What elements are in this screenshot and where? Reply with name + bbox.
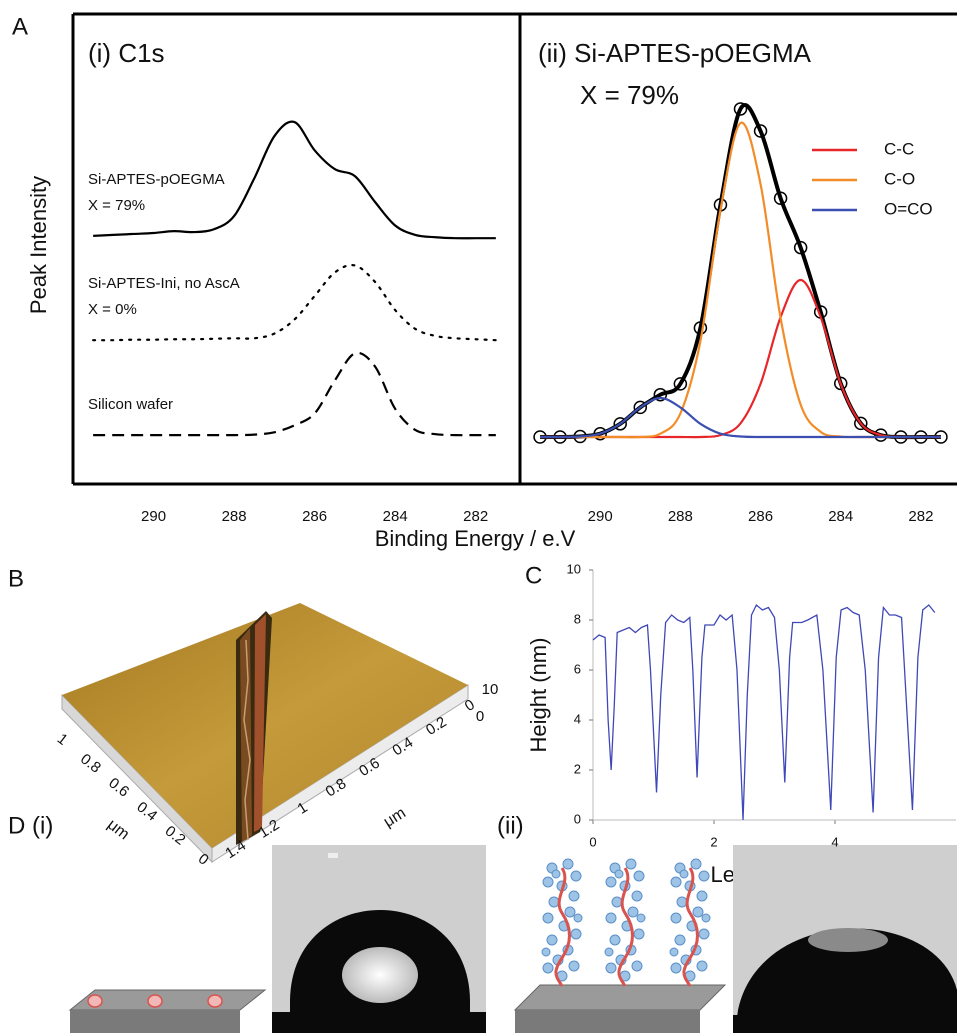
legend-label: C-O	[884, 169, 915, 188]
x-tick-label: 286	[302, 508, 327, 525]
legend-label: C-C	[884, 139, 914, 158]
y-tick-label: 0	[574, 811, 581, 826]
y-tick-label: 6	[574, 661, 581, 676]
panel-label: A	[12, 13, 28, 40]
x-tick-label: 290	[588, 508, 613, 525]
data-line	[540, 103, 941, 440]
x-tick-label: 2	[710, 834, 717, 849]
legend-label: O=CO	[884, 199, 933, 218]
x-tick-label: 4	[831, 834, 838, 849]
data-point	[613, 417, 627, 431]
chart-title: (i) C1s	[88, 38, 165, 68]
chart-title: (ii) Si-APTES-pOEGMA	[538, 38, 812, 68]
data-line	[540, 121, 941, 439]
substrate-initiator	[68, 989, 267, 1033]
droplet-photo	[733, 845, 957, 1033]
y-axis-label: Height (nm)	[526, 638, 551, 753]
y-tick-label: 10	[567, 561, 581, 576]
series-annotation: X = 0%	[88, 301, 137, 318]
afm-tick-label: 1	[295, 799, 311, 818]
data-point	[874, 428, 888, 442]
y-axis-label: Peak Intensity	[26, 176, 51, 314]
x-tick-label: 0	[589, 834, 596, 849]
afm-image	[61, 603, 469, 864]
afm-tick-label: 0	[476, 708, 484, 725]
data-line	[93, 120, 496, 240]
x-tick-label: 290	[141, 508, 166, 525]
y-tick-label: 2	[574, 761, 581, 776]
data-point	[833, 376, 848, 391]
afm-tick-label: 1	[54, 730, 71, 749]
chart-subtitle: X = 79%	[580, 80, 679, 110]
data-point	[693, 321, 708, 335]
axis-unit: μm	[381, 805, 409, 831]
panel-label: D (i)	[8, 812, 53, 839]
droplet-photo	[272, 845, 486, 1033]
x-tick-label: 282	[463, 508, 488, 525]
data-line	[92, 263, 497, 342]
data-point	[773, 191, 788, 205]
x-tick-label: 284	[383, 508, 408, 525]
x-tick-label: 284	[828, 508, 853, 525]
series-label: Si-APTES-pOEGMA	[88, 171, 225, 188]
data-line	[540, 396, 941, 439]
afm-tick-label: 10	[482, 681, 499, 698]
x-axis-label: Binding Energy / e.V	[375, 526, 576, 551]
data-point	[633, 400, 648, 415]
series-annotation: X = 79%	[88, 197, 145, 214]
data-point	[733, 102, 748, 116]
data-point	[854, 416, 868, 431]
data-line	[592, 603, 936, 821]
x-tick-label: 288	[668, 508, 693, 525]
panel-label: C	[525, 562, 542, 589]
y-tick-label: 8	[574, 611, 581, 626]
y-tick-label: 4	[574, 711, 581, 726]
data-point	[793, 240, 808, 255]
afm-tick-label: 0.8	[77, 750, 104, 776]
panel-label: (ii)	[497, 812, 524, 839]
data-point	[673, 377, 688, 391]
data-point	[593, 426, 607, 441]
series-label: Si-APTES-Ini, no AscA	[88, 275, 240, 292]
axis-unit: μm	[104, 816, 132, 843]
x-tick-label: 282	[908, 508, 933, 525]
data-line	[93, 351, 496, 437]
data-point	[753, 124, 768, 138]
x-tick-label: 286	[748, 508, 773, 525]
x-tick-label: 288	[222, 508, 247, 525]
afm-tick-label: 0.6	[105, 774, 132, 800]
data-line	[540, 278, 941, 439]
substrate-brushes	[513, 857, 727, 1033]
series-label: Silicon wafer	[88, 396, 173, 413]
panel-label: B	[8, 565, 24, 592]
data-point	[653, 387, 668, 402]
